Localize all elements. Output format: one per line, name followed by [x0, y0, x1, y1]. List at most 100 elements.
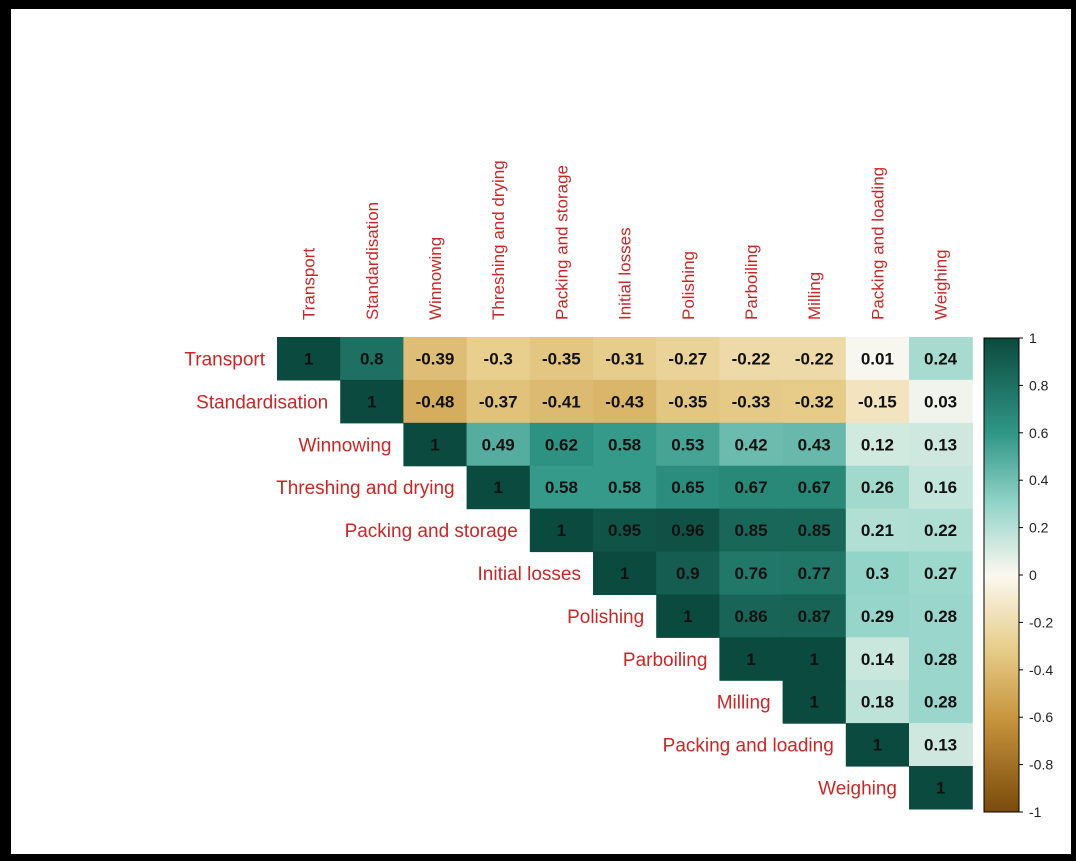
heatmap-cell: [719, 465, 784, 510]
cell-value-label: 0.14: [861, 650, 895, 669]
cell-value-label: 0.9: [676, 564, 700, 583]
colorbar-tick-label: -0.2: [1029, 614, 1053, 630]
colorbar-tick-label: -0.6: [1029, 709, 1053, 725]
heatmap-cell: [909, 508, 973, 553]
row-label: Threshing and drying: [276, 478, 455, 499]
row-label: Parboiling: [623, 650, 708, 671]
heatmap-cell: [909, 723, 973, 767]
column-label: Threshing and drying: [489, 160, 508, 320]
heatmap-cell: [403, 379, 468, 424]
heatmap-cell: [909, 379, 973, 424]
heatmap-cell: [909, 637, 973, 681]
heatmap-cell: [340, 379, 404, 424]
cell-value-label: -0.48: [416, 392, 455, 411]
cell-value-label: 1: [873, 736, 882, 755]
cell-value-label: 0.16: [924, 478, 957, 497]
heatmap-cell: [656, 337, 720, 381]
cell-value-label: 1: [620, 564, 629, 583]
column-label: Packing and loading: [868, 167, 887, 320]
heatmap-cell: [593, 551, 657, 595]
cell-value-label: 0.53: [671, 435, 704, 454]
heatmap-cell: [656, 465, 720, 510]
cell-value-label: 0.49: [482, 435, 515, 454]
cell-value-label: 0.86: [734, 607, 767, 626]
cell-value-label: -0.15: [858, 392, 897, 411]
heatmap-cell: [403, 422, 468, 467]
heatmap-cell: [529, 422, 594, 467]
heatmap-cell: [782, 465, 847, 510]
column-label: Winnowing: [426, 237, 445, 320]
colorbar-tick-label: 1: [1029, 330, 1037, 346]
cell-value-label: -0.27: [668, 349, 707, 368]
column-label: Initial losses: [616, 227, 635, 320]
cell-value-label: 0.28: [924, 693, 957, 712]
colorbar-tick-label: 0.8: [1029, 377, 1049, 393]
row-label: Weighing: [818, 778, 897, 799]
cell-value-label: 0.28: [924, 607, 957, 626]
heatmap-cell: [593, 379, 657, 424]
heatmap-cell: [909, 337, 973, 381]
heatmap-cell: [845, 594, 910, 638]
row-label: Polishing: [567, 607, 644, 628]
heatmap-cell: [909, 465, 973, 510]
heatmap-cell: [719, 594, 784, 638]
heatmap-cell: [656, 551, 720, 595]
column-label: Standardisation: [363, 202, 382, 320]
column-label: Milling: [805, 272, 824, 320]
heatmap-cell: [719, 637, 784, 681]
heatmap-cell: [719, 508, 784, 553]
row-label: Packing and storage: [345, 521, 518, 542]
cell-value-label: 1: [430, 435, 439, 454]
heatmap-cell: [403, 337, 468, 381]
heatmap-cell: [845, 551, 910, 595]
cell-value-label: -0.39: [416, 349, 455, 368]
cell-value-label: 0.3: [866, 564, 890, 583]
cell-value-label: 0.87: [798, 607, 831, 626]
cell-value-label: 0.24: [924, 349, 958, 368]
heatmap-cell: [529, 337, 594, 381]
colorbar-tick-label: -0.4: [1029, 662, 1053, 678]
column-label: Parboiling: [742, 244, 761, 320]
heatmap-cell: [593, 465, 657, 510]
row-label: Packing and loading: [663, 736, 834, 757]
colorbar-tick-label: -1: [1029, 804, 1042, 820]
cell-value-label: 0.28: [924, 650, 957, 669]
heatmap-cell: [782, 637, 847, 681]
cell-value-label: 1: [304, 349, 313, 368]
heatmap-cell: [529, 508, 594, 553]
cell-value-label: -0.33: [732, 392, 771, 411]
cell-value-label: 0.77: [798, 564, 831, 583]
heatmap-cell: [782, 680, 847, 724]
colorbar-tick-label: 0.2: [1029, 520, 1049, 536]
heatmap-cell: [845, 379, 910, 424]
heatmap-cell: [845, 723, 910, 767]
heatmap-cell: [845, 508, 910, 553]
heatmap-cell: [845, 465, 910, 510]
cell-value-label: -0.22: [732, 349, 771, 368]
heatmap-cell: [340, 337, 404, 381]
row-label: Standardisation: [196, 392, 328, 413]
cell-value-label: -0.41: [542, 392, 581, 411]
row-label: Winnowing: [298, 435, 391, 456]
heatmap-cell: [656, 422, 720, 467]
heatmap-cell: [782, 422, 847, 467]
heatmap-cell: [466, 422, 531, 467]
cell-value-label: 0.22: [924, 521, 957, 540]
cell-value-label: -0.43: [605, 392, 644, 411]
cell-value-label: 0.43: [798, 435, 831, 454]
colorbar-tick-label: 0.6: [1029, 425, 1049, 441]
heatmap-cell: [845, 680, 910, 724]
colorbar: [983, 337, 1020, 813]
cell-value-label: 0.96: [671, 521, 704, 540]
heatmap-cell: [656, 379, 720, 424]
colorbar-tick-label: -0.8: [1029, 757, 1053, 773]
heatmap-cell: [593, 422, 657, 467]
heatmap-cell: [656, 508, 720, 553]
cell-value-label: 0.13: [924, 736, 957, 755]
heatmap-cell: [466, 337, 531, 381]
column-label: Packing and storage: [552, 165, 571, 320]
cell-value-label: 0.42: [734, 435, 767, 454]
column-label: Polishing: [679, 251, 698, 320]
heatmap-cell: [909, 680, 973, 724]
cell-value-label: 0.95: [608, 521, 641, 540]
